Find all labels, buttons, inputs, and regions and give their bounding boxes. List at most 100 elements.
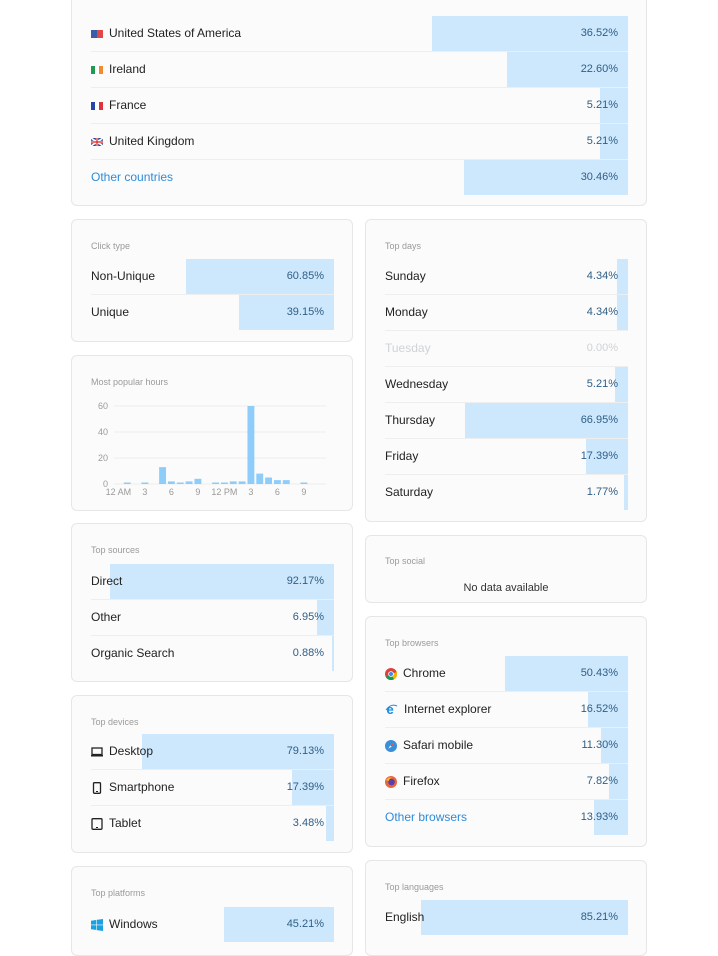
row-value: 5.21%: [586, 378, 618, 390]
percentage-bar: [617, 259, 628, 294]
row-label: Safari mobile: [403, 738, 474, 752]
row-label: Thursday: [385, 413, 436, 427]
browser-row-safari-mobile[interactable]: Safari mobile 11.30%: [385, 728, 628, 764]
row-label: Tuesday: [385, 341, 431, 355]
row-value: 60.85%: [286, 270, 324, 282]
click-type-card: Click type Non-Unique 60.85% Unique 39.1…: [71, 219, 353, 342]
day-row-thursday[interactable]: Thursday 66.95%: [385, 403, 628, 439]
y-tick-label: 40: [98, 427, 108, 437]
country-value: 22.60%: [580, 63, 618, 75]
country-row-france[interactable]: France 5.21%: [91, 88, 628, 124]
top-browsers-card: Top browsers Chrome 50.43% e Internet exp…: [365, 616, 647, 847]
row-value: 6.95%: [292, 611, 324, 623]
source-row-organic-search[interactable]: Organic Search 0.88%: [91, 636, 334, 672]
chart-bar: [176, 482, 184, 484]
country-row-ireland[interactable]: Ireland 22.60%: [91, 52, 628, 88]
row-value: 66.95%: [580, 414, 618, 426]
browser-row-firefox[interactable]: Firefox 7.82%: [385, 764, 628, 800]
percentage-bar: [331, 636, 334, 671]
row-label: Organic Search: [91, 646, 175, 660]
percentage-bar: [186, 259, 334, 294]
country-value: 36.52%: [580, 27, 618, 39]
day-row-saturday[interactable]: Saturday 1.77%: [385, 475, 628, 511]
device-row-desktop[interactable]: Desktop 79.13%: [91, 734, 334, 770]
country-label: United Kingdom: [109, 134, 195, 148]
row-value: 13.93%: [580, 811, 618, 823]
percentage-bar: [420, 900, 628, 935]
day-row-wednesday[interactable]: Wednesday 5.21%: [385, 367, 628, 403]
row-label: Windows: [109, 917, 158, 931]
country-row-usa[interactable]: United States of America 36.52%: [91, 16, 628, 52]
row-value: 45.21%: [286, 918, 324, 930]
day-row-tuesday[interactable]: Tuesday 0.00%: [385, 331, 628, 367]
source-row-direct[interactable]: Direct 92.17%: [91, 564, 334, 600]
chart-bar: [265, 477, 273, 484]
row-value: 50.43%: [580, 667, 618, 679]
percentage-bar: [110, 564, 334, 599]
percentage-bar: [464, 160, 628, 195]
row-value: 92.17%: [286, 575, 324, 587]
percentage-bar: [600, 88, 628, 123]
other-countries-row[interactable]: Other countries 30.46%: [91, 160, 628, 196]
day-row-monday[interactable]: Monday 4.34%: [385, 295, 628, 331]
percentage-bar: [141, 734, 334, 769]
percentage-bar: [585, 439, 628, 474]
x-tick-label: 9: [195, 487, 200, 497]
row-label: Firefox: [403, 774, 440, 788]
firefox-icon: [385, 775, 397, 788]
other-browsers-link[interactable]: Other browsers: [385, 810, 468, 824]
no-data-message: No data available: [463, 582, 549, 594]
row-value: 39.15%: [286, 306, 324, 318]
popular-hours-chart: 0 20 40 60 12 AM 3 6 9 12 PM 3 6 9: [98, 401, 326, 497]
top-days-card: Top days Sunday 4.34% Monday 4.34% Tuesday…: [365, 219, 647, 522]
y-tick-label: 0: [103, 479, 108, 489]
country-label: United States of America: [109, 26, 242, 40]
day-row-friday[interactable]: Friday 17.39%: [385, 439, 628, 475]
day-row-sunday[interactable]: Sunday 4.34%: [385, 259, 628, 295]
percentage-bar: [615, 367, 628, 402]
chrome-icon: [385, 667, 397, 680]
browser-row-chrome[interactable]: Chrome 50.43%: [385, 656, 628, 692]
browser-row-internet-explorer[interactable]: e Internet explorer 16.52%: [385, 692, 628, 728]
card-title: Top social: [385, 556, 426, 566]
row-label: Tablet: [109, 816, 142, 830]
row-value: 0.00%: [586, 342, 618, 354]
top-platforms-card: Top platforms Windows 45.21%: [71, 866, 353, 956]
chart-bar: [300, 482, 308, 484]
card-title: Top days: [385, 241, 422, 251]
language-row-english[interactable]: English 85.21%: [385, 900, 628, 936]
row-label: Sunday: [385, 269, 426, 283]
x-tick-label: 6: [275, 487, 280, 497]
chart-bar: [194, 478, 202, 484]
country-value: 5.21%: [586, 99, 618, 111]
y-tick-label: 60: [98, 401, 108, 411]
chart-bar: [141, 482, 149, 484]
percentage-bar: [325, 806, 334, 841]
smartphone-icon: [92, 781, 102, 794]
click-type-row-non-unique[interactable]: Non-Unique 60.85%: [91, 259, 334, 295]
percentage-bar: [506, 52, 628, 87]
device-row-smartphone[interactable]: Smartphone 17.39%: [91, 770, 334, 806]
source-row-other[interactable]: Other 6.95%: [91, 600, 334, 636]
x-tick-label: 12 AM: [106, 487, 132, 497]
row-label: Direct: [91, 574, 123, 588]
platform-row-windows[interactable]: Windows 45.21%: [91, 907, 334, 943]
percentage-bar: [617, 295, 628, 330]
row-label: Smartphone: [109, 780, 175, 794]
x-tick-label: 9: [301, 487, 306, 497]
other-countries-link[interactable]: Other countries: [91, 170, 174, 184]
chart-bar: [282, 480, 290, 484]
row-value: 3.48%: [292, 817, 324, 829]
chart-bar: [238, 481, 246, 484]
other-browsers-row[interactable]: Other browsers 13.93%: [385, 800, 628, 836]
percentage-bar: [600, 124, 628, 159]
country-row-uk[interactable]: United Kingdom 5.21%: [91, 124, 628, 160]
percentage-bar: [465, 403, 628, 438]
percentage-bar: [317, 600, 334, 635]
row-label: English: [385, 910, 425, 924]
row-label: Friday: [385, 449, 419, 463]
row-label: Wednesday: [385, 377, 449, 391]
click-type-row-unique[interactable]: Unique 39.15%: [91, 295, 334, 331]
device-row-tablet[interactable]: Tablet 3.48%: [91, 806, 334, 842]
row-label: Desktop: [109, 744, 154, 758]
